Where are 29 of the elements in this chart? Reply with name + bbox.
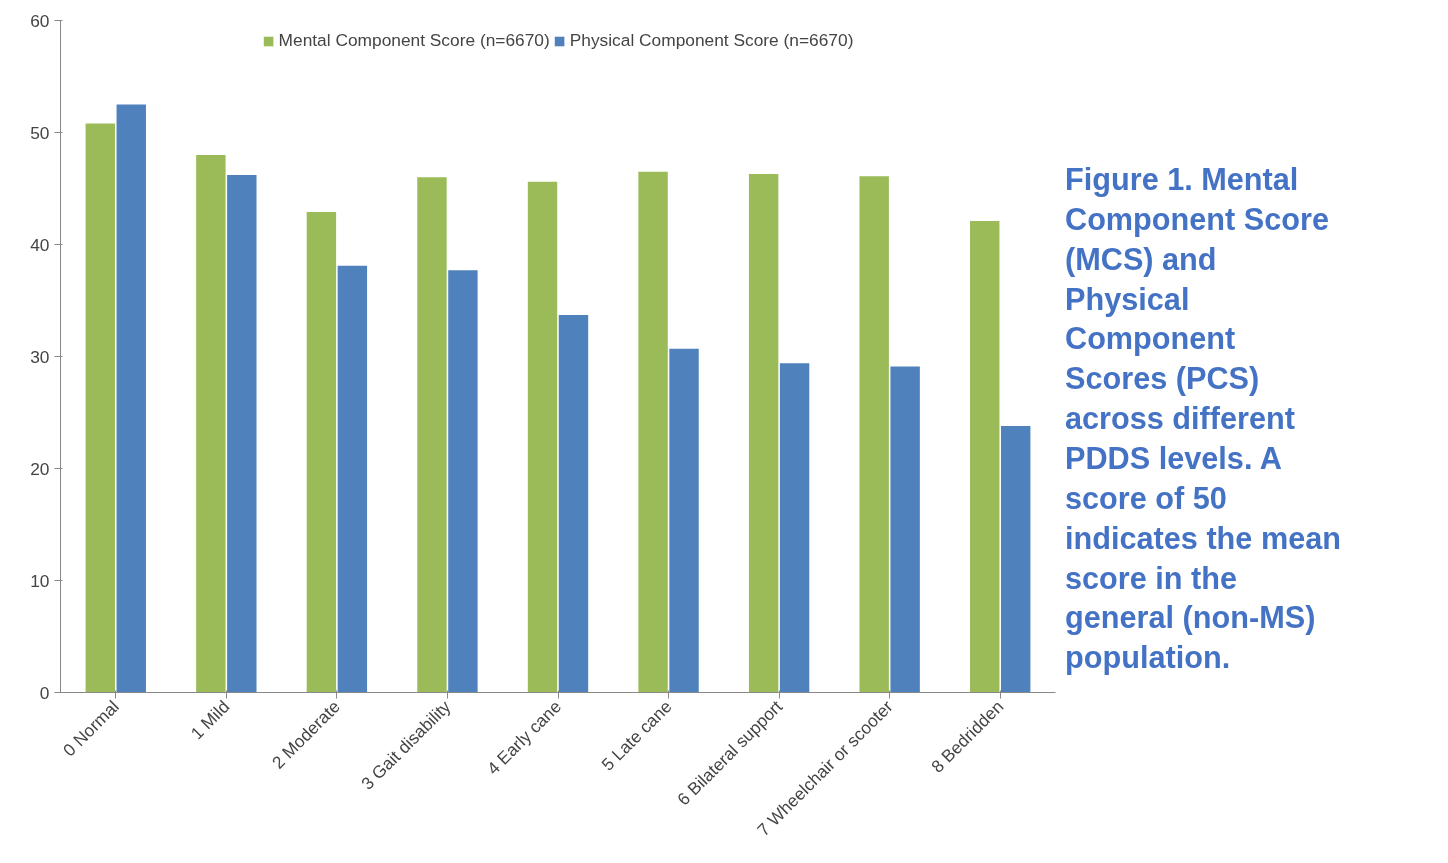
bar	[116, 104, 146, 693]
y-tick-label: 0	[39, 682, 50, 703]
y-tick-label: 10	[30, 570, 50, 591]
bar	[748, 173, 779, 693]
bar	[527, 181, 558, 693]
bar	[337, 265, 368, 693]
bar	[890, 366, 920, 693]
y-tick-label: 30	[30, 346, 50, 367]
bar	[306, 212, 337, 693]
bar	[669, 348, 699, 693]
legend-label: Mental Component Score (n=6670)	[278, 30, 550, 51]
y-tick-label: 40	[30, 234, 50, 255]
bar	[417, 177, 447, 693]
bar	[558, 315, 589, 693]
bar	[85, 123, 115, 693]
chart-title: Figure 1. Mental Component Score (MCS) and Physical Component Scores (PCS) across different PDDS levels. A score of 50 indicates the mean score in the general (non-MS) population.	[1065, 162, 1341, 675]
y-tick-label: 20	[30, 458, 50, 479]
bar	[638, 171, 668, 693]
y-tick-label: 50	[30, 122, 50, 143]
legend-label: Physical Component Score (n=6670)	[569, 30, 854, 51]
bar	[448, 270, 478, 693]
bar	[227, 175, 257, 693]
bar	[859, 176, 889, 693]
bar	[970, 220, 1000, 693]
bar	[1001, 425, 1031, 693]
x-tick-label: 1 Mild	[186, 696, 234, 744]
y-tick-label: 60	[30, 10, 50, 31]
bar	[196, 154, 226, 693]
bar	[779, 363, 810, 693]
